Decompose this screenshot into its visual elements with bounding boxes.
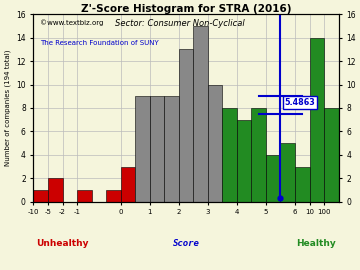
Text: The Research Foundation of SUNY: The Research Foundation of SUNY bbox=[40, 40, 158, 46]
Text: Healthy: Healthy bbox=[296, 239, 336, 248]
Bar bbox=[193, 26, 208, 202]
Bar bbox=[222, 108, 237, 202]
Bar bbox=[121, 167, 135, 202]
Bar bbox=[48, 178, 63, 202]
Text: 5.4863: 5.4863 bbox=[285, 98, 316, 107]
Bar bbox=[208, 85, 222, 202]
Text: ©www.textbiz.org: ©www.textbiz.org bbox=[40, 20, 103, 26]
Title: Z'-Score Histogram for STRA (2016): Z'-Score Histogram for STRA (2016) bbox=[81, 4, 291, 14]
Bar bbox=[237, 120, 251, 202]
Bar bbox=[150, 96, 164, 202]
Bar bbox=[164, 96, 179, 202]
Bar bbox=[251, 108, 266, 202]
Bar bbox=[324, 108, 338, 202]
Bar bbox=[179, 49, 193, 202]
Bar bbox=[77, 190, 91, 202]
Bar bbox=[106, 190, 121, 202]
Bar bbox=[33, 190, 48, 202]
Bar bbox=[266, 155, 280, 202]
Text: Unhealthy: Unhealthy bbox=[36, 239, 89, 248]
Bar bbox=[310, 38, 324, 202]
Bar bbox=[295, 167, 310, 202]
Text: Score: Score bbox=[172, 239, 199, 248]
Text: Sector: Consumer Non-Cyclical: Sector: Consumer Non-Cyclical bbox=[115, 19, 245, 28]
Y-axis label: Number of companies (194 total): Number of companies (194 total) bbox=[4, 50, 11, 166]
Bar bbox=[280, 143, 295, 202]
Bar bbox=[135, 96, 150, 202]
